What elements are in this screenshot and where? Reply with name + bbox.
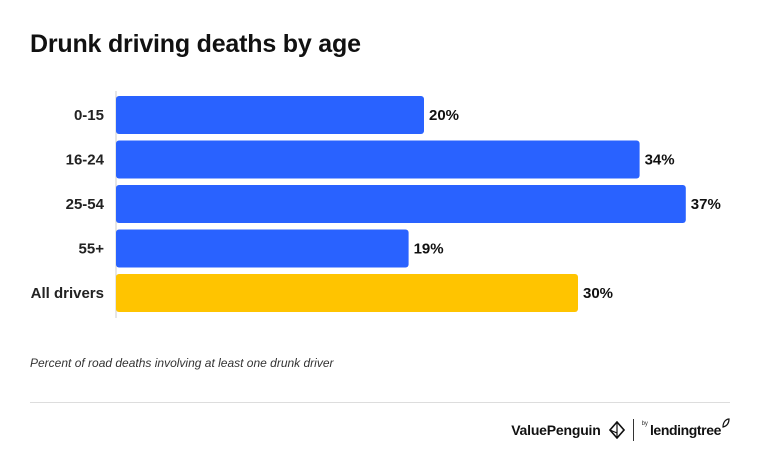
category-label: All drivers xyxy=(31,285,104,302)
category-label: 25-54 xyxy=(66,196,105,213)
value-label: 30% xyxy=(583,285,613,302)
value-label: 37% xyxy=(691,196,721,213)
category-label: 16-24 xyxy=(66,152,105,169)
value-label: 20% xyxy=(429,107,459,124)
footer-divider xyxy=(30,402,730,403)
value-label: 34% xyxy=(645,152,675,169)
lendingtree-leaf-icon xyxy=(722,418,730,428)
bar-chart: 0-15 20% 16-24 34% 25-54 37% 55+ 19% All drivers… xyxy=(31,91,721,318)
chart-note: Percent of road deaths involving at leas… xyxy=(30,356,334,370)
footer-separator xyxy=(632,419,634,441)
bar-16-24 xyxy=(116,140,640,179)
category-label: 55+ xyxy=(79,241,105,258)
valuepenguin-wordmark: ValuePenguin xyxy=(511,422,601,438)
bar-25-54 xyxy=(116,185,686,223)
value-label: 19% xyxy=(414,241,444,258)
bar-55- xyxy=(116,229,409,268)
valuepenguin-logo-icon xyxy=(608,421,625,439)
bar-0-15 xyxy=(116,96,424,134)
category-label: 0-15 xyxy=(74,107,104,124)
bar-all-drivers xyxy=(116,274,578,312)
lendingtree-wordmark: lendingtree xyxy=(649,422,721,438)
by-text: by xyxy=(641,421,648,427)
chart-title: Drunk driving deaths by age xyxy=(30,30,361,58)
footer-branding: ValuePenguin by lendingtree xyxy=(511,418,730,442)
